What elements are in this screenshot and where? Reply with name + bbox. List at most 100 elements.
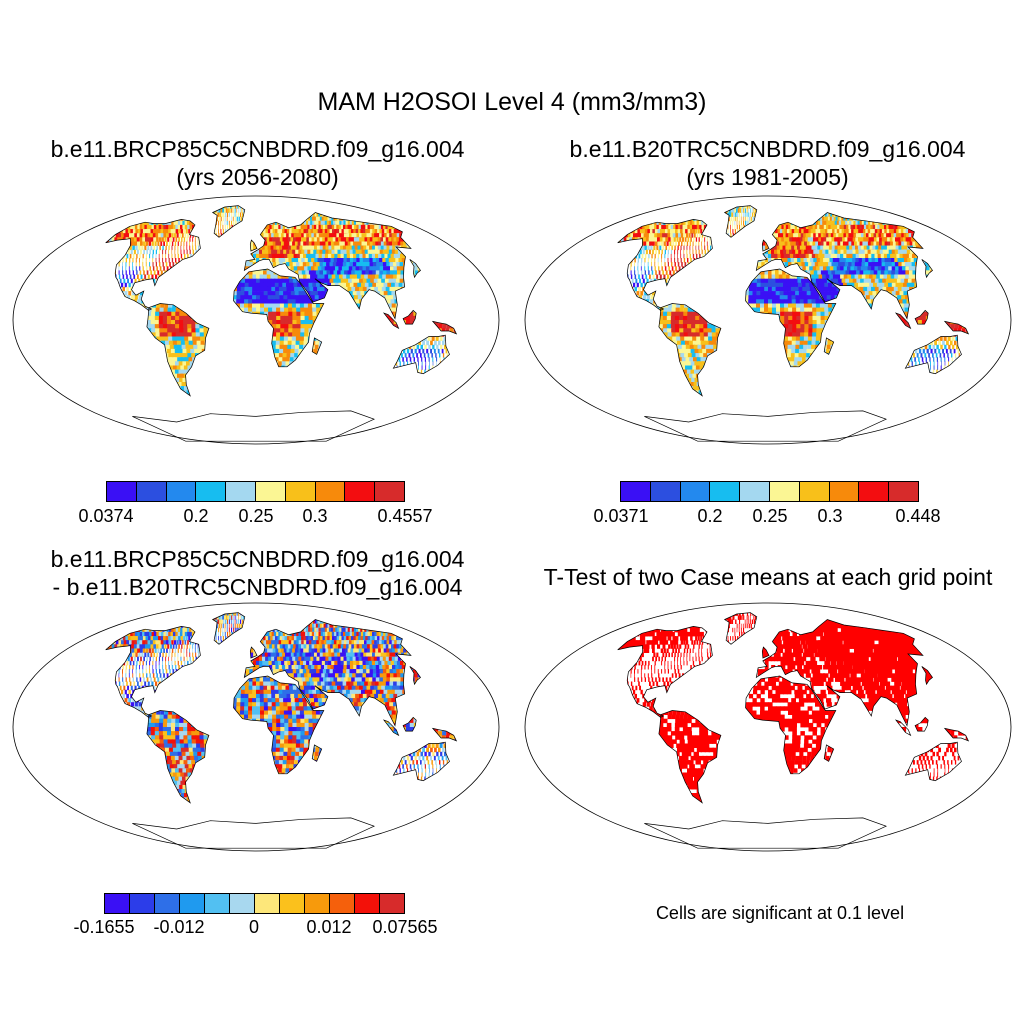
colorbar-swatch <box>621 482 651 501</box>
colorbar-swatch <box>255 482 286 501</box>
coastline-greenland <box>211 612 246 645</box>
coastline-madagascar <box>311 744 323 762</box>
coastline-northamerica <box>105 626 201 718</box>
colorbar-swatch <box>330 894 355 913</box>
colorbar-label: 0.012 <box>306 917 351 938</box>
colorbar-swatch <box>226 482 256 501</box>
panel-title-top-left: b.e11.BRCP85C5CNBDRD.f09_g16.004 (yrs 20… <box>15 135 500 191</box>
coastline-sumatra <box>382 719 400 737</box>
coastline-antarctica <box>644 817 888 849</box>
main-title: MAM H2OSOI Level 4 (mm3/mm3) <box>0 88 1024 117</box>
colorbar-swatch <box>205 894 230 913</box>
colorbar-label: 0.3 <box>302 506 327 527</box>
coastline-australia <box>904 334 962 375</box>
colorbar-label: 0.07565 <box>372 917 437 938</box>
colorbar-swatch <box>196 482 227 501</box>
coastline-australia <box>392 741 450 782</box>
coastline-borneo <box>402 309 417 325</box>
land-grid-cells <box>617 205 969 396</box>
coastline-newguinea <box>943 320 970 335</box>
colorbar-label: 0.4557 <box>377 506 432 527</box>
coastline-southamerica <box>658 303 722 397</box>
colorbar-swatch <box>285 482 316 501</box>
colorbar-swatch <box>105 894 130 913</box>
panel-title-bottom-right: T-Test of two Case means at each grid po… <box>512 563 1024 591</box>
map-outline <box>524 602 1012 852</box>
colorbar-label: -0.012 <box>153 917 204 938</box>
coastline-japan <box>921 666 933 686</box>
map-outline <box>12 195 500 445</box>
coastline-eurasia <box>243 619 412 727</box>
colorbar-label: 0.3 <box>817 506 842 527</box>
world-map-difference <box>12 602 500 852</box>
panel-title-line1: b.e11.BRCP85C5CNBDRD.f09_g16.004 <box>15 545 500 573</box>
coastline-antarctica <box>644 410 888 442</box>
coastline-sumatra <box>894 719 912 737</box>
colorbar-swatch <box>230 894 255 913</box>
coastline-africa <box>745 268 837 368</box>
coastlines <box>105 612 458 849</box>
colorbar-label: 0.0371 <box>593 506 648 527</box>
colorbar-bottom-left <box>104 893 405 914</box>
panel-title-line2: (yrs 1981-2005) <box>525 163 1010 191</box>
coastline-borneo <box>914 716 929 732</box>
coastline-australia <box>392 334 450 375</box>
coastline-africa <box>233 268 325 368</box>
coastline-greenland <box>723 612 758 645</box>
map-outline <box>524 195 1012 445</box>
coastline-uk <box>761 239 770 252</box>
coastline-africa <box>233 675 325 775</box>
colorbar-swatch <box>155 894 180 913</box>
coastline-greenland <box>723 205 758 238</box>
coastline-japan <box>409 666 421 686</box>
coastline-australia <box>904 741 962 782</box>
colorbar-swatch <box>740 482 770 501</box>
coastline-northamerica <box>105 219 201 311</box>
coastline-southamerica <box>658 710 722 804</box>
colorbar-swatch <box>107 482 137 501</box>
coastline-newguinea <box>431 727 458 742</box>
panel-title-line1: b.e11.BRCP85C5CNBDRD.f09_g16.004 <box>15 135 500 163</box>
coastline-borneo <box>402 716 417 732</box>
coastline-newguinea <box>943 727 970 742</box>
colorbar-top-right <box>620 481 919 502</box>
colorbar-swatch <box>280 894 305 913</box>
coastline-antarctica <box>132 817 376 849</box>
coastlines <box>617 205 970 442</box>
colorbar-swatch <box>180 894 205 913</box>
panel-title-line1: T-Test of two Case means at each grid po… <box>512 563 1024 591</box>
colorbar-swatch <box>130 894 155 913</box>
coastline-northamerica <box>617 626 713 718</box>
panel-title-line1: b.e11.B20TRC5CNBDRD.f09_g16.004 <box>525 135 1010 163</box>
coastline-japan <box>409 259 421 279</box>
panel-title-top-right: b.e11.B20TRC5CNBDRD.f09_g16.004 (yrs 198… <box>525 135 1010 191</box>
colorbar-top-left <box>106 481 405 502</box>
land-grid-cells <box>617 612 969 803</box>
colorbar-swatch <box>380 894 404 913</box>
panel-title-line2: (yrs 2056-2080) <box>15 163 500 191</box>
coastline-greenland <box>211 205 246 238</box>
colorbar-swatch <box>355 894 380 913</box>
coastlines <box>105 205 458 442</box>
coastline-madagascar <box>311 337 323 355</box>
colorbar-swatch <box>375 482 404 501</box>
colorbar-swatch <box>799 482 830 501</box>
coastline-southamerica <box>146 710 210 804</box>
coastline-newguinea <box>431 320 458 335</box>
world-map-historical <box>524 195 1012 445</box>
world-map-future <box>12 195 500 445</box>
coastline-sumatra <box>382 312 400 330</box>
colorbar-label: 0.2 <box>697 506 722 527</box>
colorbar-swatch <box>829 482 860 501</box>
panel-title-bottom-left: b.e11.BRCP85C5CNBDRD.f09_g16.004 - b.e11… <box>15 545 500 601</box>
map-outline <box>12 602 500 852</box>
coastline-japan <box>921 259 933 279</box>
colorbar-swatch <box>166 482 197 501</box>
colorbar-swatch <box>315 482 346 501</box>
colorbar-swatch <box>889 482 918 501</box>
colorbar-swatch <box>859 482 890 501</box>
panel-title-line2: - b.e11.B20TRC5CNBDRD.f09_g16.004 <box>15 573 500 601</box>
coastline-antarctica <box>132 410 376 442</box>
colorbar-label: 0.25 <box>752 506 787 527</box>
colorbar-swatch <box>136 482 167 501</box>
